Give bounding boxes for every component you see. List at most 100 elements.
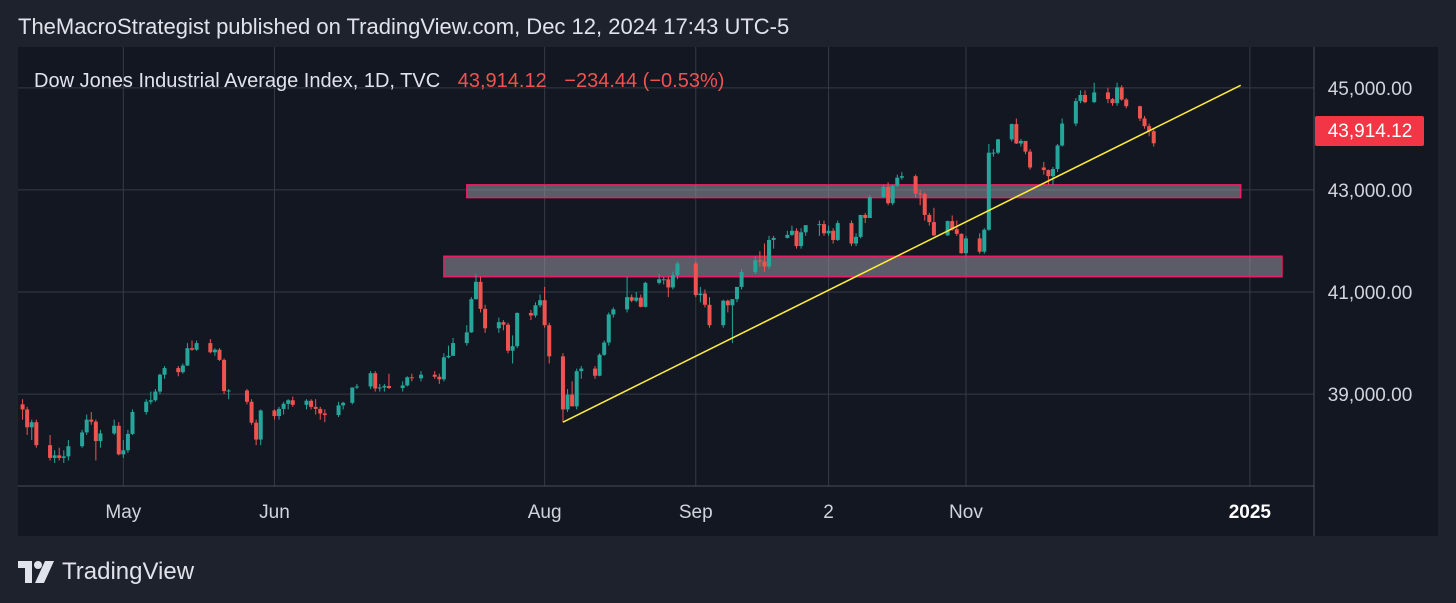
- candle: [1092, 82, 1097, 104]
- trendline-layer[interactable]: [562, 84, 1242, 423]
- candle: [464, 325, 469, 346]
- candle-body: [533, 305, 538, 316]
- candle-body: [739, 272, 744, 287]
- candle: [125, 429, 130, 453]
- candle: [89, 411, 94, 425]
- candle-body: [771, 237, 776, 240]
- candle: [597, 353, 602, 377]
- candle-body: [176, 368, 181, 373]
- candle: [794, 228, 799, 249]
- candle-body: [954, 229, 959, 234]
- chart-area[interactable]: 39,000.00 41,000.00 43,000.00 45,000.00 May…: [18, 47, 1438, 536]
- candle-body: [638, 297, 643, 307]
- candle-body: [258, 410, 263, 440]
- candle: [341, 401, 346, 410]
- candle-body: [734, 286, 739, 300]
- candle: [20, 399, 25, 420]
- candle: [57, 447, 62, 461]
- candle: [803, 225, 808, 236]
- candle-body: [1073, 101, 1078, 124]
- candle-body: [867, 197, 872, 219]
- candle: [130, 409, 135, 435]
- candle: [478, 276, 483, 313]
- candle-body: [1023, 140, 1028, 152]
- price-axis[interactable]: 39,000.00 41,000.00 43,000.00 45,000.00: [1328, 79, 1413, 406]
- candle-body: [945, 221, 950, 236]
- candle: [931, 207, 936, 236]
- candle: [886, 182, 891, 206]
- candle: [542, 286, 547, 328]
- candle: [821, 220, 826, 236]
- candle: [826, 225, 831, 236]
- candle-body: [698, 293, 703, 296]
- candle-body: [542, 300, 547, 326]
- candle: [313, 399, 318, 415]
- candle-body: [1124, 99, 1129, 107]
- candle-body: [510, 346, 515, 351]
- candle: [996, 138, 1001, 155]
- support-resistance-zone[interactable]: [443, 255, 1283, 278]
- candle-body: [579, 368, 584, 372]
- candle-body: [80, 432, 85, 447]
- candle-body: [350, 387, 355, 403]
- candle-body: [1092, 92, 1097, 103]
- candle: [373, 371, 378, 392]
- candle-body: [318, 408, 323, 414]
- candle-body: [991, 152, 996, 154]
- candle-body: [666, 279, 671, 288]
- candle: [290, 396, 295, 407]
- candle-body: [1009, 124, 1014, 140]
- candle-body: [863, 214, 868, 219]
- candle-body: [249, 401, 254, 423]
- candle: [895, 174, 900, 188]
- candle: [29, 419, 34, 441]
- candle-body: [281, 403, 286, 409]
- chart-legend[interactable]: Dow Jones Industrial Average Index, 1D, …: [34, 70, 724, 92]
- candle: [217, 348, 222, 361]
- candle: [629, 294, 634, 303]
- x-tick-label: 2025: [1229, 502, 1272, 523]
- candle: [675, 261, 680, 280]
- candle-body: [977, 238, 982, 252]
- candle-body: [918, 193, 923, 195]
- candle-body: [162, 368, 167, 375]
- candle-body: [217, 349, 222, 360]
- candle-body: [208, 343, 213, 353]
- candle: [602, 340, 607, 356]
- price-zones[interactable]: [443, 184, 1283, 278]
- x-tick-label: May: [105, 502, 141, 523]
- candle-body: [762, 261, 767, 267]
- trendline[interactable]: [562, 84, 1242, 423]
- candle: [496, 317, 501, 333]
- publish-info-text: TheMacroStrategist published on TradingV…: [18, 14, 790, 39]
- candle-body: [565, 394, 570, 410]
- candle-body: [25, 409, 30, 428]
- support-resistance-zone[interactable]: [466, 184, 1242, 199]
- candle-body: [570, 394, 575, 407]
- candle-body: [702, 293, 707, 305]
- symbol-title: Dow Jones Industrial Average Index, 1D, …: [34, 70, 440, 92]
- candle-body: [1078, 94, 1083, 102]
- candle: [881, 184, 886, 198]
- time-axis[interactable]: May Jun Aug Sep 2 Nov 2025: [105, 502, 1271, 523]
- candle: [1083, 90, 1088, 104]
- candle-body: [950, 221, 955, 230]
- candle-body: [643, 282, 648, 307]
- candle-body: [501, 322, 506, 325]
- chart-svg[interactable]: 39,000.00 41,000.00 43,000.00 45,000.00 May…: [18, 47, 1438, 536]
- candle: [382, 383, 387, 392]
- candle: [927, 212, 932, 226]
- candle-body: [405, 377, 410, 386]
- candle-body: [130, 411, 135, 434]
- candle: [400, 381, 405, 392]
- candle: [1023, 140, 1028, 155]
- candle: [432, 371, 437, 379]
- candle: [418, 371, 423, 382]
- candle: [318, 406, 323, 420]
- candle: [350, 387, 355, 405]
- candle-body: [212, 349, 217, 353]
- candle-body: [515, 312, 520, 347]
- candle-body: [1110, 99, 1115, 104]
- candle-body: [881, 186, 886, 198]
- candle: [277, 406, 282, 420]
